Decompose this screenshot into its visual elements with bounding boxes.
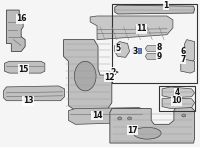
Polygon shape bbox=[3, 86, 65, 101]
Polygon shape bbox=[64, 40, 112, 111]
Text: 11: 11 bbox=[136, 24, 147, 33]
Bar bbox=[159, 86, 195, 111]
Text: 7: 7 bbox=[180, 55, 185, 64]
Ellipse shape bbox=[182, 114, 186, 117]
Polygon shape bbox=[68, 108, 144, 124]
Ellipse shape bbox=[118, 117, 122, 120]
Ellipse shape bbox=[133, 127, 161, 139]
Polygon shape bbox=[183, 40, 195, 63]
Text: 4: 4 bbox=[174, 88, 179, 97]
Polygon shape bbox=[162, 87, 195, 98]
Text: 8: 8 bbox=[156, 43, 162, 52]
Polygon shape bbox=[115, 42, 130, 57]
Bar bbox=[132, 49, 141, 53]
Text: 2: 2 bbox=[110, 68, 115, 77]
Polygon shape bbox=[145, 53, 159, 59]
Polygon shape bbox=[110, 107, 195, 143]
Polygon shape bbox=[6, 10, 25, 51]
Polygon shape bbox=[181, 59, 195, 73]
Text: 10: 10 bbox=[172, 96, 182, 105]
Text: 16: 16 bbox=[16, 14, 26, 23]
Polygon shape bbox=[4, 61, 45, 73]
Polygon shape bbox=[115, 5, 195, 14]
Text: 1: 1 bbox=[163, 1, 169, 10]
Text: 12: 12 bbox=[105, 73, 115, 82]
Text: 6: 6 bbox=[180, 47, 185, 56]
Text: 3: 3 bbox=[133, 47, 138, 56]
Ellipse shape bbox=[128, 117, 132, 120]
Ellipse shape bbox=[74, 61, 96, 91]
Bar bbox=[112, 4, 197, 83]
Text: 5: 5 bbox=[115, 44, 120, 53]
Text: 13: 13 bbox=[23, 96, 33, 105]
Text: 14: 14 bbox=[92, 111, 102, 120]
Ellipse shape bbox=[110, 71, 114, 74]
Text: 17: 17 bbox=[127, 126, 138, 135]
Polygon shape bbox=[90, 16, 173, 40]
Polygon shape bbox=[162, 98, 195, 109]
Text: 15: 15 bbox=[18, 65, 28, 74]
Text: 9: 9 bbox=[156, 52, 162, 61]
Polygon shape bbox=[145, 46, 159, 51]
